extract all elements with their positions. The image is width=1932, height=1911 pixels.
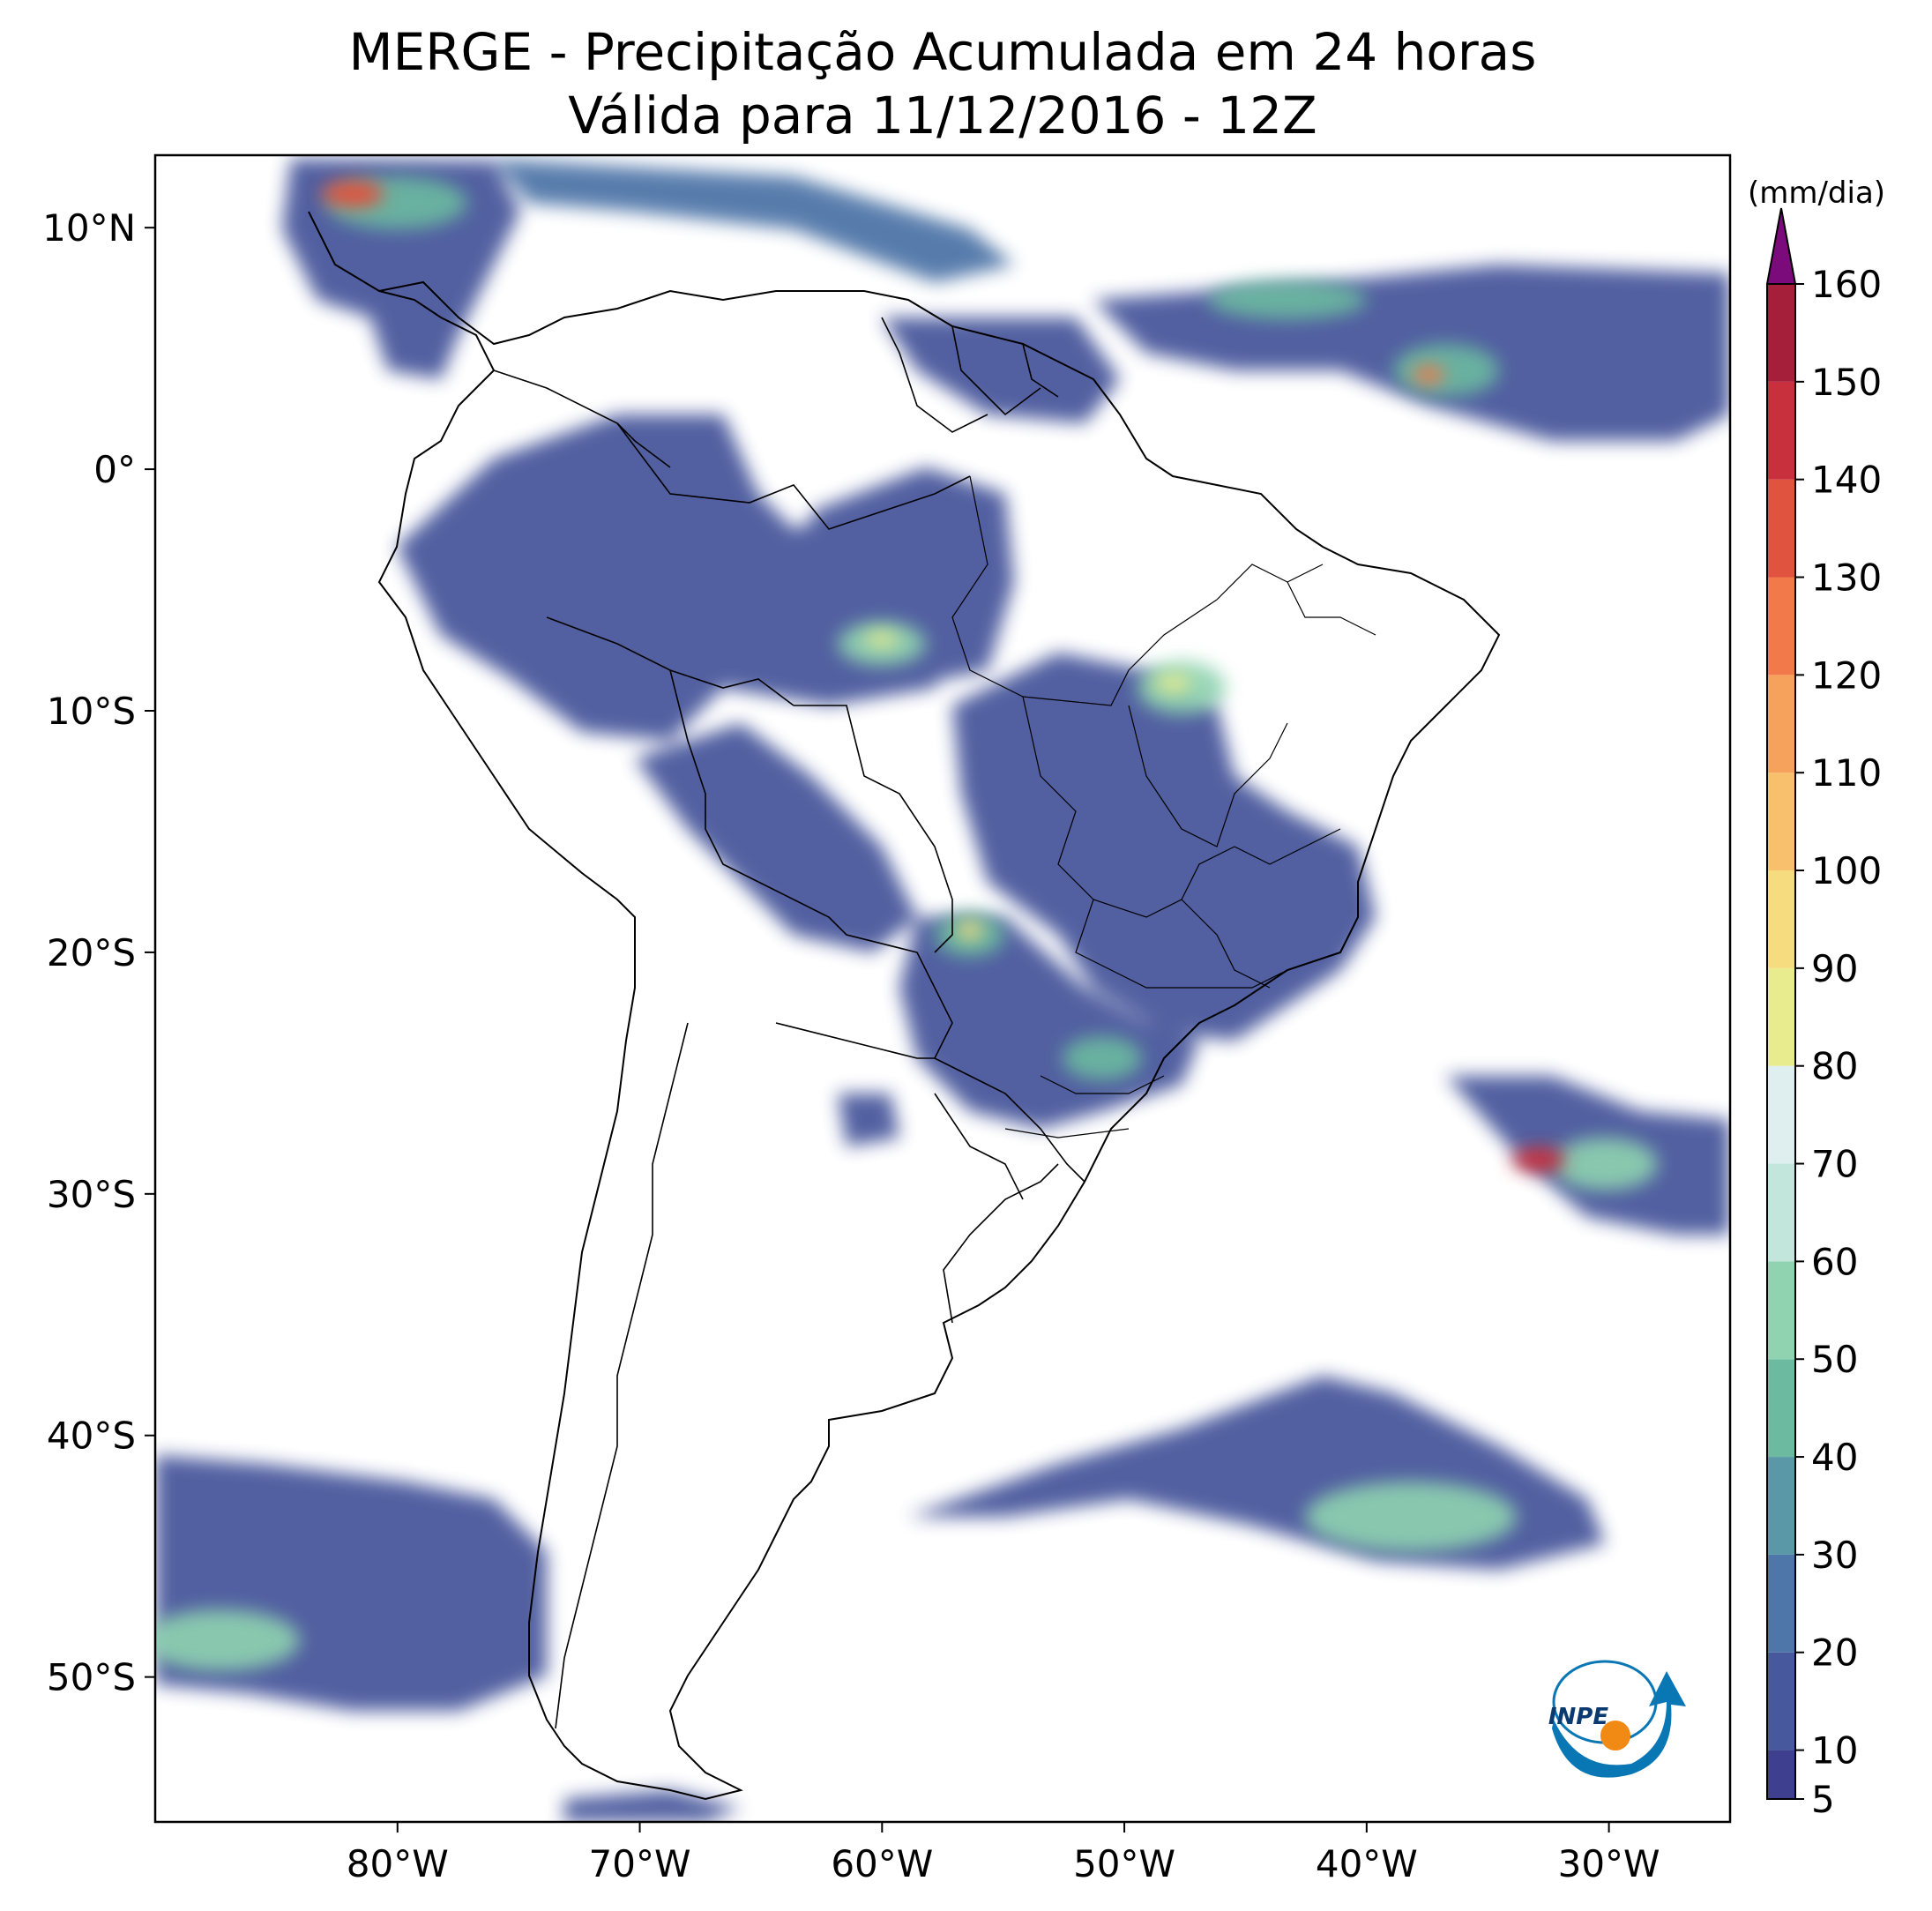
colorbar-tick-label: 130 bbox=[1811, 556, 1882, 600]
colorbar-tick-label: 60 bbox=[1811, 1240, 1858, 1283]
colorbar-frame bbox=[1766, 283, 1796, 1800]
colorbar-tick-label: 30 bbox=[1811, 1534, 1858, 1577]
colorbar-tick-label: 70 bbox=[1811, 1143, 1858, 1186]
lon-tick-label: 40°W bbox=[1316, 1842, 1418, 1885]
colorbar-segment bbox=[1767, 675, 1795, 773]
colorbar-segment bbox=[1767, 284, 1795, 382]
colorbar-tick-label: 10 bbox=[1811, 1729, 1858, 1773]
lat-tick-label: 50°S bbox=[47, 1656, 136, 1699]
lon-tick-label: 80°W bbox=[347, 1842, 449, 1885]
precip-amazon-west bbox=[397, 414, 970, 741]
colorbar-ticks: 5 10 20 30 40 50 60 70 80 90 100 110 120 130 140 150 160 bbox=[1795, 263, 1882, 1821]
colorbar-tick-label: 110 bbox=[1811, 751, 1882, 795]
coastline bbox=[308, 211, 1501, 1801]
colorbar-segment bbox=[1767, 870, 1795, 968]
precip-bolivia bbox=[635, 723, 917, 952]
precip-paraguay bbox=[838, 1094, 899, 1146]
logo-text: INPE bbox=[1548, 1704, 1608, 1730]
lon-tick-label: 30°W bbox=[1558, 1842, 1660, 1885]
lat-tick-label: 40°S bbox=[47, 1415, 136, 1458]
colorbar-segment bbox=[1767, 1359, 1795, 1458]
colorbar-segment bbox=[1767, 1457, 1795, 1555]
precip-patagonia-south bbox=[564, 1790, 741, 1822]
colorbar-segment bbox=[1767, 577, 1795, 676]
colorbar-tick-label: 40 bbox=[1811, 1436, 1858, 1479]
colorbar-segment bbox=[1767, 1163, 1795, 1262]
colorbar-segment bbox=[1767, 1065, 1795, 1164]
plot-frame bbox=[153, 153, 1732, 1824]
colorbar-tick-label: 150 bbox=[1811, 361, 1882, 404]
colorbar-extend-arrow bbox=[1765, 207, 1797, 285]
colorbar-segment bbox=[1767, 1554, 1795, 1653]
colorbar-segment bbox=[1767, 1750, 1795, 1799]
country-borders bbox=[493, 317, 1085, 1729]
lat-tick-label: 0° bbox=[93, 448, 136, 491]
colorbar-tick-label: 20 bbox=[1811, 1631, 1858, 1675]
colorbar-segment bbox=[1767, 381, 1795, 480]
colorbar-tick-label: 120 bbox=[1811, 653, 1882, 697]
precip-guianas bbox=[882, 317, 1120, 423]
lon-tick-label: 60°W bbox=[831, 1842, 933, 1885]
lon-tick-label: 70°W bbox=[589, 1842, 691, 1885]
colorbar-tick-label: 160 bbox=[1811, 263, 1882, 306]
colorbar-unit-label: (mm/dia) bbox=[1748, 175, 1885, 211]
longitude-ticks: 80°W 70°W 60°W 50°W 40°W 30°W bbox=[347, 1822, 1660, 1885]
colorbar-tick-label: 5 bbox=[1811, 1778, 1835, 1821]
map-subtitle: Válida para 11/12/2016 - 12Z bbox=[568, 86, 1317, 146]
colorbar-tick-label: 50 bbox=[1811, 1338, 1858, 1381]
map-title: MERGE - Precipitação Acumulada em 24 hor… bbox=[348, 22, 1537, 82]
colorbar-tick-label: 90 bbox=[1811, 947, 1858, 990]
lat-tick-label: 10°S bbox=[47, 690, 136, 733]
precip-central-brazil bbox=[952, 653, 1376, 1041]
colorbar-tick-label: 100 bbox=[1811, 849, 1882, 892]
inpe-logo: INPE bbox=[1548, 1660, 1686, 1778]
precip-caribbean-north bbox=[494, 159, 1014, 282]
lon-tick-label: 50°W bbox=[1073, 1842, 1175, 1885]
logo-sun-icon bbox=[1600, 1721, 1630, 1751]
precipitation-field bbox=[155, 159, 1730, 1822]
lat-tick-label: 10°N bbox=[42, 206, 136, 250]
colorbar bbox=[1765, 207, 1797, 1800]
lat-tick-label: 30°S bbox=[47, 1173, 136, 1216]
colorbar-segment bbox=[1767, 1261, 1795, 1360]
colorbar-segment bbox=[1767, 967, 1795, 1066]
colorbar-tick-label: 80 bbox=[1811, 1045, 1858, 1088]
logo-arrow-icon bbox=[1552, 1671, 1686, 1778]
colorbar-segment bbox=[1767, 1652, 1795, 1751]
lat-tick-label: 20°S bbox=[47, 931, 136, 974]
colorbar-segment bbox=[1767, 479, 1795, 578]
state-borders bbox=[951, 475, 1376, 1138]
colorbar-segment bbox=[1767, 773, 1795, 871]
colorbar-tick-label: 140 bbox=[1811, 459, 1882, 502]
latitude-ticks: 10°N 0° 10°S 20°S 30°S 40°S 50°S bbox=[42, 206, 155, 1699]
